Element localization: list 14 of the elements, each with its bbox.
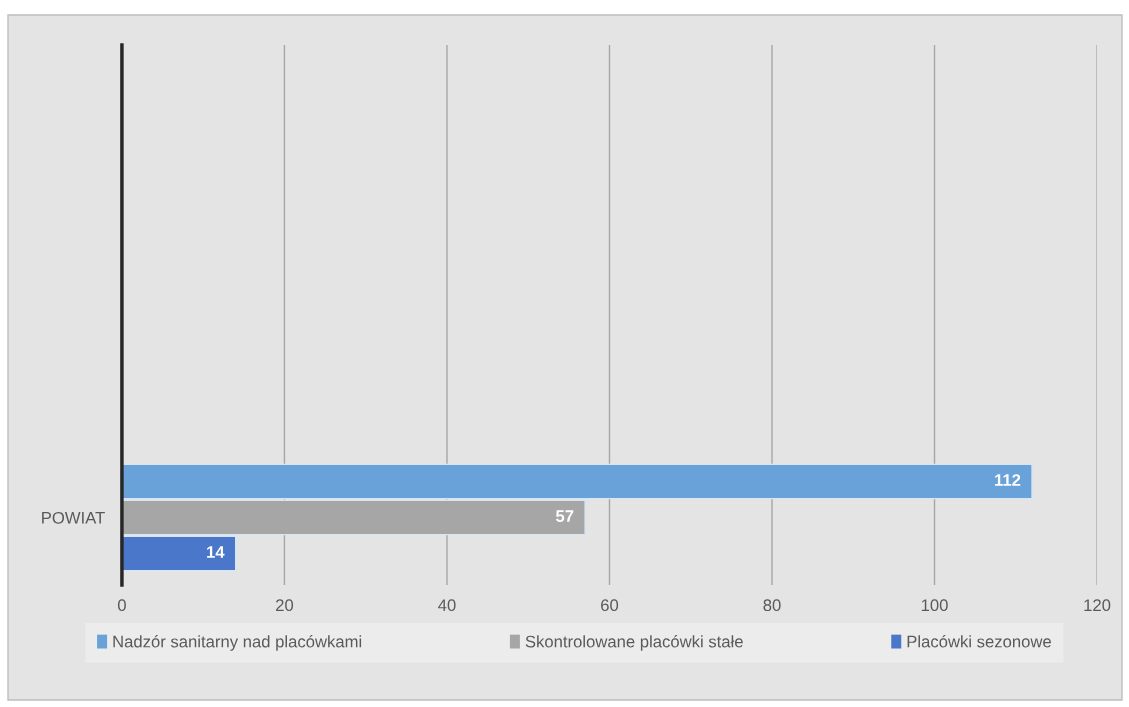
- x-tick-label: 60: [601, 599, 619, 612]
- x-tick-label: 100: [921, 599, 948, 612]
- legend-label: Nadzór sanitarny nad placówkami: [113, 635, 362, 651]
- x-tick-label: 0: [117, 599, 126, 612]
- data-label: 112: [995, 474, 1021, 486]
- x-tick-label: 20: [276, 599, 294, 612]
- legend-label: Skontrolowane placówki stałe: [525, 635, 743, 651]
- data-label: 57: [555, 510, 574, 522]
- y-tick-label: POWIAT: [42, 511, 105, 524]
- x-tick-label: 120: [1084, 599, 1111, 612]
- x-tick-label: 80: [763, 599, 781, 612]
- legend-label: Placówki sezonowe: [907, 635, 1051, 648]
- data-label: 14: [207, 546, 225, 558]
- x-tick-label: 40: [438, 599, 456, 612]
